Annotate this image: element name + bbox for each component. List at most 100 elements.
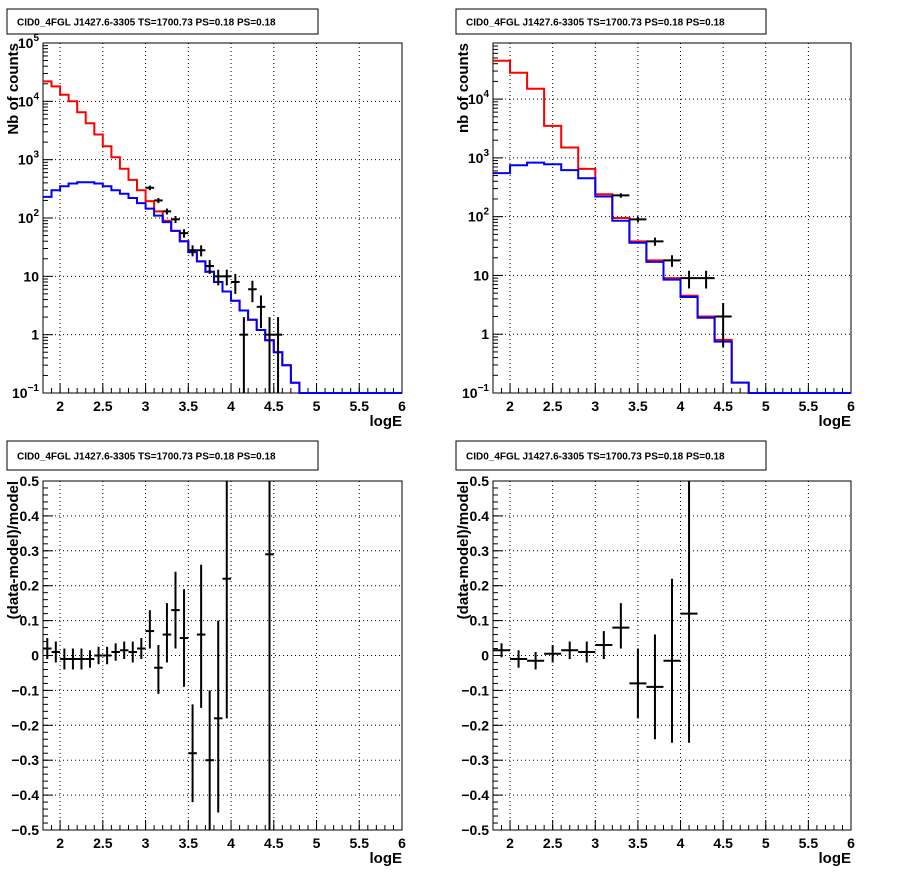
y-tick-label: −0.4 bbox=[461, 787, 489, 803]
data-point bbox=[213, 269, 223, 286]
y-tick-label: 104 bbox=[18, 91, 40, 109]
data-point bbox=[145, 610, 155, 649]
y-tick-label: 102 bbox=[468, 207, 490, 225]
data-point bbox=[162, 603, 172, 663]
data-point bbox=[85, 650, 95, 668]
y-tick-label: 0.1 bbox=[470, 613, 490, 629]
y-tick-label: 0.3 bbox=[470, 543, 490, 559]
y-tick-label: 0.3 bbox=[20, 543, 40, 559]
data-point bbox=[94, 646, 103, 665]
y-tick-label: 103 bbox=[468, 148, 490, 166]
data-point bbox=[714, 302, 732, 348]
data-point bbox=[680, 270, 698, 289]
data-point bbox=[663, 255, 681, 267]
x-tick-label: 2 bbox=[506, 398, 514, 414]
data-point bbox=[196, 564, 206, 708]
y-tick-label: −0.1 bbox=[461, 682, 489, 698]
total-model-histogram bbox=[43, 80, 402, 394]
x-axis-label: logE bbox=[819, 850, 852, 867]
y-tick-label: 0 bbox=[31, 648, 39, 664]
data-point bbox=[629, 216, 647, 223]
data-point bbox=[213, 620, 223, 813]
data-point bbox=[171, 571, 180, 649]
x-tick-label: 3 bbox=[591, 835, 599, 851]
data-point bbox=[231, 273, 240, 294]
data-point bbox=[646, 634, 664, 740]
data-point bbox=[493, 643, 511, 658]
data-point bbox=[680, 481, 698, 743]
y-tick-label: −0.3 bbox=[11, 752, 39, 768]
y-tick-label: −0.4 bbox=[11, 787, 39, 803]
x-tick-label: 3.5 bbox=[628, 398, 648, 414]
y-tick-label: 1 bbox=[31, 327, 39, 343]
data-point bbox=[102, 646, 112, 665]
x-tick-label: 5.5 bbox=[350, 398, 370, 414]
x-tick-label: 4.5 bbox=[713, 398, 733, 414]
x-tick-label: 2.5 bbox=[543, 398, 563, 414]
title-box bbox=[455, 440, 767, 471]
title-box bbox=[455, 8, 767, 35]
data-point bbox=[265, 317, 274, 393]
plot-frame bbox=[492, 42, 852, 394]
plot-frame bbox=[42, 42, 403, 394]
y-tick-label: 104 bbox=[468, 89, 490, 107]
data-point bbox=[154, 645, 163, 694]
y-tick-label: 0.4 bbox=[470, 508, 490, 524]
data-point bbox=[145, 185, 155, 191]
y-tick-label: 0.4 bbox=[20, 508, 40, 524]
y-axis-label: nb of counts bbox=[455, 43, 472, 133]
data-point bbox=[510, 650, 528, 668]
x-tick-label: 5 bbox=[313, 835, 321, 851]
x-tick-label: 4.5 bbox=[264, 835, 284, 851]
data-point bbox=[273, 317, 283, 393]
data-point bbox=[544, 645, 562, 663]
data-point bbox=[256, 295, 266, 329]
data-points bbox=[493, 481, 698, 743]
x-tick-label: 2.5 bbox=[93, 835, 113, 851]
title-box bbox=[6, 440, 319, 471]
y-tick-label: 105 bbox=[18, 33, 40, 51]
data-point bbox=[578, 641, 596, 663]
x-tick-label: 4 bbox=[677, 835, 685, 851]
data-point bbox=[205, 690, 214, 830]
data-point bbox=[188, 704, 197, 803]
data-point bbox=[612, 603, 630, 649]
data-point bbox=[612, 193, 630, 198]
x-axis-label: logE bbox=[370, 413, 403, 430]
total-model-histogram bbox=[493, 59, 851, 394]
data-point bbox=[179, 589, 189, 687]
data-point bbox=[137, 638, 146, 659]
x-tick-label: 3 bbox=[142, 835, 150, 851]
chart-panel-3: CID0_4FGL J1427.6-3305 TS=1700.73 PS=0.1… bbox=[5, 440, 406, 867]
data-point bbox=[51, 641, 61, 663]
y-tick-label: 10−1 bbox=[462, 383, 489, 401]
data-point bbox=[629, 648, 647, 719]
y-tick-label: 0.1 bbox=[20, 613, 40, 629]
chart-title: CID0_4FGL J1427.6-3305 TS=1700.73 PS=0.1… bbox=[17, 18, 276, 29]
data-point bbox=[561, 641, 579, 659]
data-point bbox=[77, 648, 86, 670]
y-tick-label: 10 bbox=[23, 268, 39, 284]
y-tick-label: 0.5 bbox=[20, 473, 40, 489]
y-tick-label: 1 bbox=[481, 326, 489, 342]
data-point bbox=[265, 481, 274, 830]
x-axis-label: logE bbox=[819, 413, 852, 430]
x-tick-label: 3.5 bbox=[179, 398, 199, 414]
data-point bbox=[222, 269, 232, 286]
x-tick-label: 5.5 bbox=[350, 835, 370, 851]
data-point bbox=[196, 245, 206, 257]
data-point bbox=[663, 578, 681, 743]
x-tick-label: 2 bbox=[56, 398, 64, 414]
y-tick-label: −0.5 bbox=[461, 822, 489, 838]
data-point bbox=[154, 198, 163, 204]
x-tick-label: 4 bbox=[227, 835, 235, 851]
y-tick-label: 102 bbox=[18, 208, 40, 226]
data-point bbox=[68, 648, 78, 670]
y-tick-label: −0.1 bbox=[11, 682, 39, 698]
y-tick-label: 0.5 bbox=[470, 473, 490, 489]
data-point bbox=[171, 216, 180, 224]
x-tick-label: 3 bbox=[142, 398, 150, 414]
y-tick-label: −0.2 bbox=[11, 717, 39, 733]
y-axis-label: (data-model)/model bbox=[455, 481, 472, 619]
data-point bbox=[697, 270, 715, 289]
